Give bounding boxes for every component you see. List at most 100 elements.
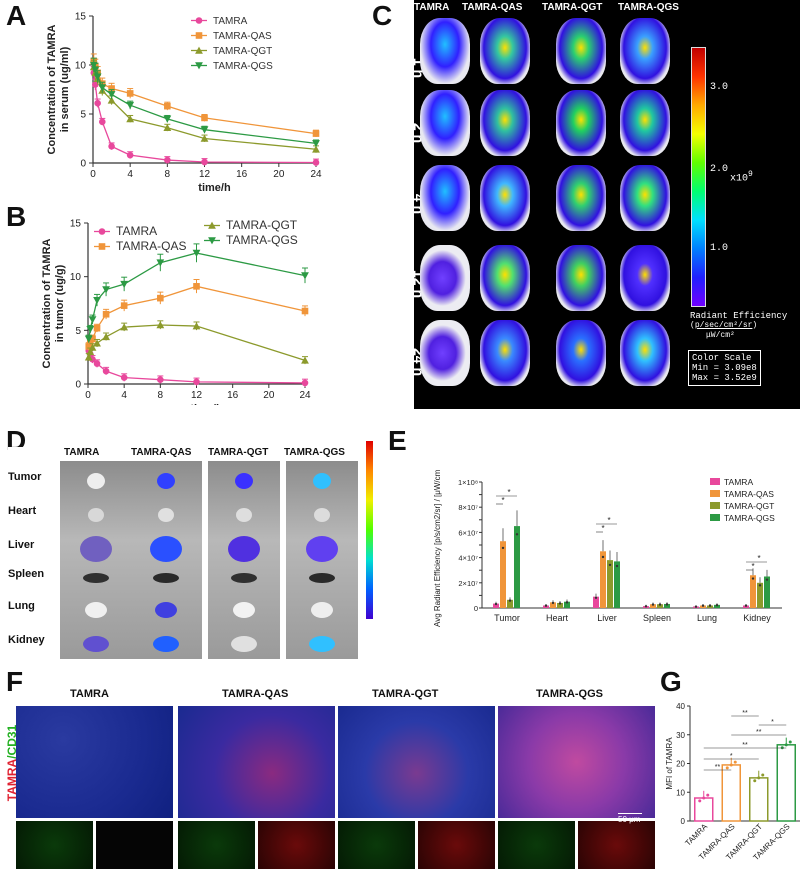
y-tick-label: 30 bbox=[676, 731, 685, 740]
data-point bbox=[163, 115, 172, 123]
data-point bbox=[200, 126, 209, 134]
x-tick-label: 24 bbox=[310, 169, 322, 180]
organ-image bbox=[88, 508, 104, 522]
ivis-column-header: TAMRA bbox=[414, 2, 450, 13]
ivis-mouse-image bbox=[480, 90, 530, 156]
significance-star: * bbox=[507, 488, 510, 497]
organ-image bbox=[306, 536, 338, 562]
data-dot bbox=[544, 604, 548, 607]
data-point bbox=[156, 259, 165, 267]
legend-marker bbox=[195, 46, 203, 54]
data-point bbox=[93, 73, 102, 81]
data-dot bbox=[744, 604, 748, 607]
bar bbox=[694, 797, 714, 822]
data-dot bbox=[708, 604, 712, 607]
scale-bar-label: 50 μm bbox=[618, 815, 641, 824]
if-green-channel-image bbox=[338, 821, 415, 869]
organ-image bbox=[309, 636, 335, 652]
organ-column-header: TAMRA bbox=[64, 447, 100, 458]
significance-star: * bbox=[757, 554, 760, 563]
x-tick-label: 12 bbox=[199, 169, 211, 180]
significance-star: * bbox=[730, 753, 733, 760]
x-tick-label: 8 bbox=[165, 169, 171, 180]
data-point bbox=[201, 158, 208, 166]
organ-image bbox=[314, 508, 330, 522]
bar bbox=[764, 576, 770, 608]
data-point bbox=[164, 156, 171, 164]
if-red-channel-image bbox=[258, 821, 335, 869]
data-dot bbox=[751, 577, 755, 580]
organ-column-header: TAMRA-QGT bbox=[208, 447, 269, 458]
organ-row-label: Liver bbox=[8, 539, 35, 551]
x-tick-label: 24 bbox=[299, 390, 311, 401]
y-tick-label: 20 bbox=[676, 760, 685, 769]
significance-star: ** bbox=[742, 742, 748, 749]
if-column-header: TAMRA-QGS bbox=[536, 688, 604, 700]
data-dot bbox=[601, 555, 605, 559]
legend-marker bbox=[195, 32, 203, 39]
ivis-mouse-image bbox=[556, 320, 606, 386]
data-point bbox=[108, 143, 115, 150]
data-point bbox=[126, 101, 135, 110]
x-tick-label: 20 bbox=[273, 169, 285, 180]
organ-image bbox=[309, 573, 335, 583]
ivis-mouse-image bbox=[420, 18, 470, 84]
x-tick-label: 4 bbox=[121, 390, 127, 401]
if-red-channel-image bbox=[578, 821, 655, 869]
data-dot bbox=[765, 578, 769, 581]
bar bbox=[607, 560, 613, 608]
data-point bbox=[201, 114, 208, 122]
data-point bbox=[98, 118, 106, 126]
if-panel: TAMRA TAMRA-QAS TAMRA-QGT TAMRA-QGS TAMRA/C… bbox=[0, 668, 660, 869]
organ-column-header: TAMRA-QGS bbox=[284, 447, 345, 458]
data-point bbox=[200, 134, 209, 142]
ivis-mouse-image bbox=[420, 90, 470, 156]
data-point bbox=[312, 145, 320, 153]
legend-swatch bbox=[710, 490, 720, 497]
ivis-mouse-image bbox=[556, 18, 606, 84]
x-tick-label: Tumor bbox=[494, 613, 520, 623]
panel-label-a: A bbox=[6, 0, 27, 31]
data-point bbox=[88, 316, 97, 324]
data-point bbox=[164, 102, 171, 110]
organ-image bbox=[311, 602, 333, 618]
x-tick-label: Heart bbox=[546, 613, 569, 623]
organ-image bbox=[150, 536, 182, 562]
significance-star: * bbox=[501, 496, 504, 505]
organ-row-label: Tumor bbox=[8, 471, 42, 483]
data-dot bbox=[615, 564, 619, 568]
ivis-mouse-image bbox=[620, 18, 670, 84]
legend-marker bbox=[195, 62, 203, 70]
data-point bbox=[301, 307, 309, 315]
panel-label-c: C bbox=[372, 0, 393, 31]
organ-image bbox=[83, 636, 109, 652]
x-tick-label: 12 bbox=[191, 390, 203, 401]
bar bbox=[721, 764, 741, 822]
data-point bbox=[126, 115, 135, 123]
data-point bbox=[301, 272, 309, 280]
x-tick-label: 16 bbox=[236, 169, 248, 180]
bar bbox=[600, 551, 606, 608]
data-dot bbox=[551, 601, 555, 605]
legend-marker bbox=[208, 221, 216, 229]
organ-image bbox=[83, 573, 109, 583]
data-point bbox=[107, 96, 116, 104]
ex-vivo-panel: TAMRA TAMRA-QAS TAMRA-QGT TAMRA-QGS Tumor He… bbox=[8, 441, 373, 659]
if-column-header: TAMRA-QGT bbox=[372, 688, 439, 700]
y-tick-label: 40 bbox=[676, 702, 685, 711]
data-point bbox=[84, 353, 93, 361]
data-dot bbox=[651, 603, 655, 606]
data-point bbox=[120, 374, 128, 381]
y-tick-label: 1×10⁸ bbox=[458, 478, 478, 487]
bar bbox=[664, 603, 670, 608]
legend-label: TAMRA bbox=[116, 224, 157, 238]
if-red-channel-image bbox=[418, 821, 495, 869]
data-dot bbox=[565, 601, 569, 604]
data-point bbox=[312, 130, 320, 137]
scale-bar bbox=[618, 813, 642, 814]
organ-image bbox=[80, 536, 112, 562]
bar bbox=[614, 561, 620, 608]
significance-star: ** bbox=[756, 729, 762, 736]
chart-e: 0 2×10⁷ 4×10⁷ 6×10⁷ 8×10⁷ 1×10⁸ Avg Radiant Ef… bbox=[433, 470, 782, 627]
